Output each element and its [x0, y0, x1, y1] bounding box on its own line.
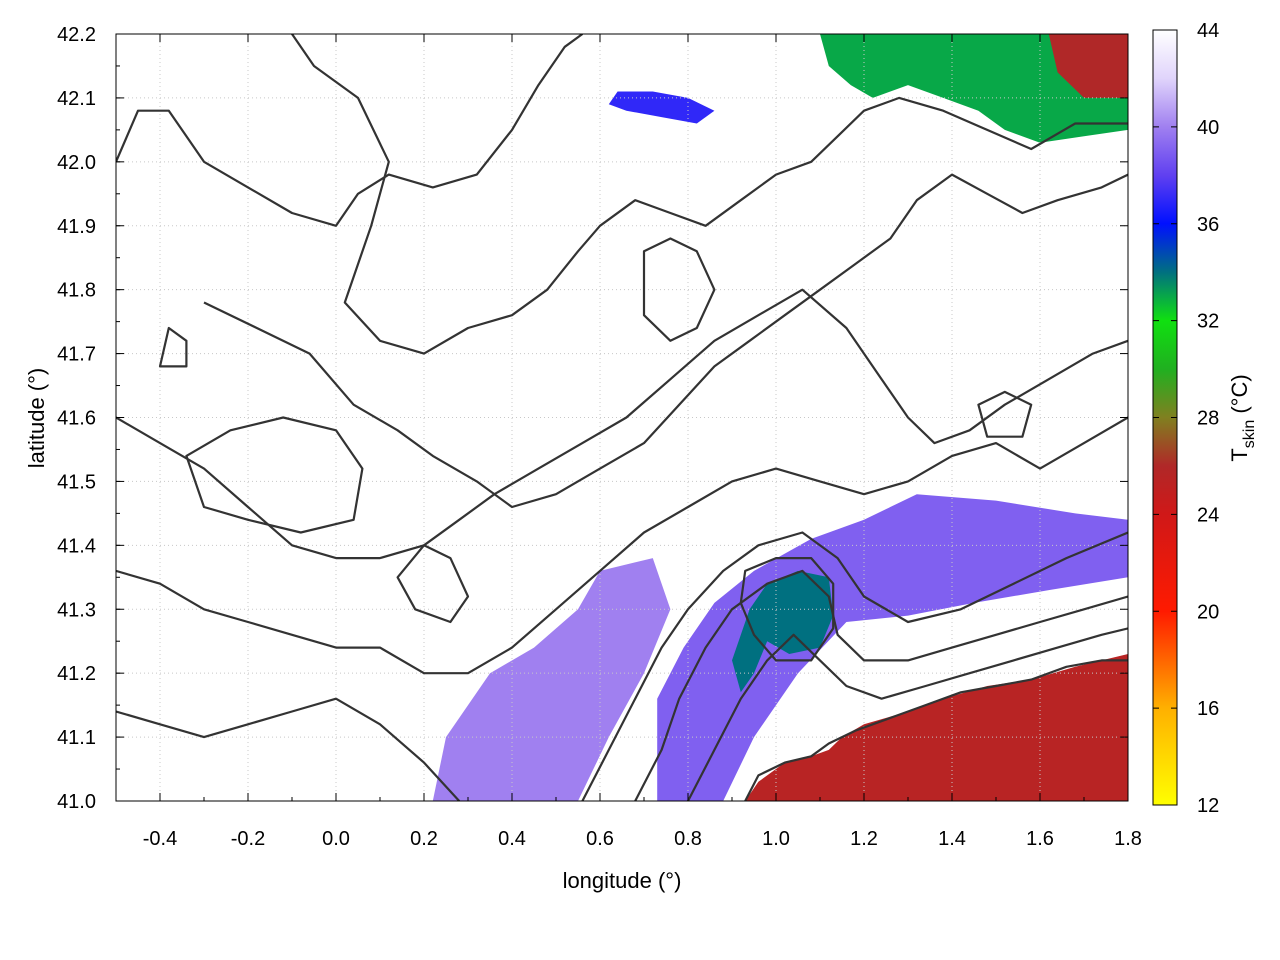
contour-line [116, 697, 461, 801]
contour-loop [739, 556, 835, 662]
contour-loop [977, 390, 1033, 438]
colorbar-title-unit: (°C) [1227, 374, 1252, 419]
x-tick-label: 1.6 [1026, 828, 1054, 850]
region-warm-patch-southcentral [432, 558, 671, 801]
y-tick-label: 41.8 [57, 280, 96, 302]
x-tick-label: 1.2 [850, 828, 878, 850]
x-tick-label: 1.8 [1114, 828, 1142, 850]
y-tick-label: 41.3 [57, 599, 96, 621]
region-warm-area-northeast [820, 34, 1128, 143]
colorbar-tick-label: 16 [1197, 698, 1219, 720]
colorbar-title: Tskin (°C) [1227, 374, 1258, 461]
colorbar-tick-label: 44 [1197, 20, 1219, 42]
y-tick-label: 41.1 [57, 727, 96, 749]
contour-loop [642, 237, 716, 342]
y-tick-label: 41.2 [57, 663, 96, 685]
contour-line [116, 416, 1128, 675]
x-tick-label: 1.4 [938, 828, 966, 850]
colorbar-tick-label: 36 [1197, 214, 1219, 236]
y-tick-label: 41.5 [57, 471, 96, 493]
contour-loop [396, 544, 470, 624]
x-tick-label: -0.2 [231, 828, 265, 850]
contour-loop [158, 326, 188, 368]
temperature-field [432, 34, 1128, 801]
colorbar-tick-label: 12 [1197, 795, 1219, 817]
x-axis-title: longitude (°) [563, 868, 682, 893]
region-warm-spot-north [608, 91, 715, 124]
y-tick-label: 42.0 [57, 152, 96, 174]
contour-line [687, 627, 1128, 801]
contour-line [744, 659, 1128, 801]
colorbar-tick-label: 20 [1197, 601, 1219, 623]
colorbar-tick-label: 32 [1197, 311, 1219, 333]
contour-line [291, 34, 1128, 355]
contour-lines [116, 34, 1128, 801]
region-sea [745, 654, 1128, 801]
x-tick-label: 0.2 [410, 828, 438, 850]
colorbar-title-symbol: T [1227, 448, 1252, 461]
region-warm-valley-east [657, 494, 1128, 801]
colorbar-tick-label: 28 [1197, 408, 1219, 430]
region-warm-core-northeast [1048, 34, 1128, 98]
colorbar-title-subscript: skin [1241, 420, 1258, 448]
colorbar-ticks: 12 16 20 24 28 32 36 40 44 [1153, 20, 1219, 817]
y-tick-label: 42.1 [57, 88, 96, 110]
y-tick-label: 41.4 [57, 535, 96, 557]
colorbar-tick-label: 40 [1197, 117, 1219, 139]
contour-loop [185, 416, 364, 534]
x-tick-label: -0.4 [143, 828, 177, 850]
y-tick-label: 41.9 [57, 216, 96, 238]
y-tick-label: 42.2 [57, 24, 96, 46]
colorbar: 12 16 20 24 28 32 36 40 44 Tskin (°C) [1152, 20, 1258, 817]
x-tick-label: 0.4 [498, 828, 526, 850]
contour-line [116, 288, 1128, 560]
contour-line [116, 34, 584, 227]
colorbar-tick-label: 24 [1197, 504, 1219, 526]
region-warm-hotspot [732, 570, 834, 693]
contour-line [203, 173, 1128, 509]
y-tick-label: 41.6 [57, 408, 96, 430]
contour-line [581, 531, 1128, 801]
x-tick-label: 0.6 [586, 828, 614, 850]
x-tick-label: 0.8 [674, 828, 702, 850]
y-tick-label: 41.7 [57, 344, 96, 366]
y-axis-title: latitude (°) [24, 368, 49, 469]
x-tick-label: 0.0 [322, 828, 350, 850]
axes: -0.4 -0.2 0.0 0.2 0.4 0.6 0.8 1.0 1.2 1.4 1.6 1.8 41… [57, 24, 1142, 850]
y-tick-label: 41.0 [57, 791, 96, 813]
x-tick-label: 1.0 [762, 828, 790, 850]
